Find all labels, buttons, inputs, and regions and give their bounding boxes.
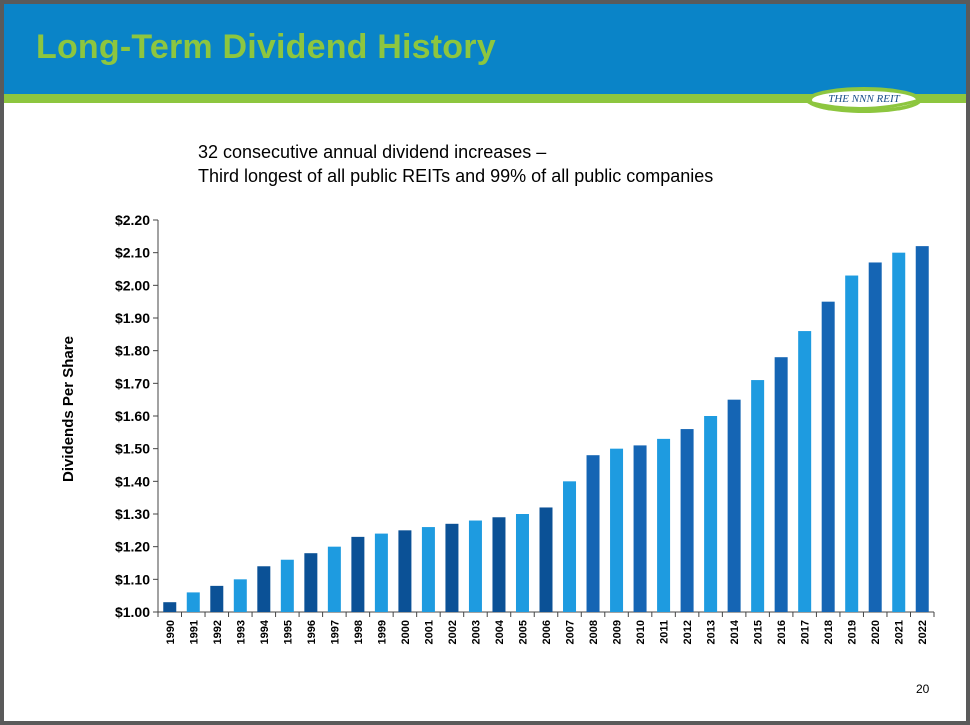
bar-1993 (233, 579, 247, 612)
bar-1992 (210, 585, 224, 612)
x-tick-label: 2005 (517, 620, 529, 644)
x-tick-label: 1999 (376, 620, 388, 644)
x-tick-label: 1998 (353, 620, 365, 644)
bar-2021 (892, 252, 906, 613)
bar-1997 (327, 546, 341, 612)
bar-2006 (539, 507, 553, 612)
bar-2014 (727, 399, 741, 612)
x-tick-label: 2003 (470, 620, 482, 644)
bar-1998 (351, 536, 365, 612)
x-tick-label: 2007 (565, 620, 577, 644)
bar-2020 (868, 262, 882, 612)
x-tick-label: 2000 (400, 620, 412, 644)
y-tick-label: $1.50 (115, 441, 150, 457)
x-tick-label: 2017 (800, 620, 812, 644)
x-axis: 1990 1991 1992 1993 1994 1995 1996 1997 1998 1999… (157, 611, 935, 644)
y-tick-label: $1.60 (115, 408, 150, 424)
x-tick-label: 1991 (188, 620, 200, 644)
x-tick-label: 1993 (235, 620, 247, 644)
y-axis-label-group: Dividends Per Share (60, 336, 77, 482)
bar-2007 (563, 481, 577, 612)
y-tick-label: $1.40 (115, 473, 150, 489)
x-tick-label: 2015 (753, 620, 765, 644)
y-axis: $1.00 $1.10 $1.20 $1.30 $1.40 $1.50 $1.60 $1.70… (115, 212, 159, 620)
bar-2011 (657, 438, 671, 612)
slide-title: Long-Term Dividend History (36, 28, 496, 66)
x-tick-label: 1997 (329, 620, 341, 644)
y-tick-label: $2.10 (115, 245, 150, 261)
y-tick-label: $1.30 (115, 506, 150, 522)
x-tick-label: 2011 (659, 620, 671, 644)
bar-1996 (304, 553, 318, 612)
x-tick-label: 2013 (706, 620, 718, 644)
x-tick-label: 1992 (212, 620, 224, 644)
x-tick-label: 2020 (870, 620, 882, 644)
y-tick-label: $1.80 (115, 343, 150, 359)
subtitle-line-1: 32 consecutive annual dividend increases… (198, 142, 547, 162)
bar-2008 (586, 455, 600, 612)
x-tick-label: 2002 (447, 620, 459, 644)
bars (163, 246, 929, 613)
page-number: 20 (916, 682, 930, 696)
bar-2005 (515, 514, 529, 612)
bar-1990 (163, 602, 177, 612)
x-tick-label: 2022 (917, 620, 929, 644)
green-band (4, 94, 966, 103)
bar-2018 (821, 301, 835, 612)
bar-2002 (445, 523, 459, 612)
y-tick-label: $2.20 (115, 212, 150, 228)
x-tick-label: 1990 (165, 620, 177, 644)
x-tick-label: 2009 (612, 620, 624, 644)
bar-2016 (774, 357, 788, 612)
y-tick-label: $1.10 (115, 571, 150, 587)
x-tick-label: 2018 (823, 620, 835, 644)
bar-2015 (751, 380, 765, 612)
x-tick-label: 2019 (847, 620, 859, 644)
logo-swoosh-icon (806, 87, 922, 113)
bar-2013 (704, 416, 718, 612)
y-tick-label: $1.00 (115, 604, 150, 620)
y-tick-label: $1.20 (115, 539, 150, 555)
slide: Long-Term Dividend History THE NNN REIT … (4, 4, 966, 721)
bar-1994 (257, 566, 271, 612)
subtitle-line-2: Third longest of all public REITs and 99… (198, 166, 714, 186)
company-logo: THE NNN REIT (828, 93, 900, 105)
x-tick-label: 2006 (541, 620, 553, 644)
x-tick-label: 2021 (894, 620, 906, 644)
bar-1995 (280, 559, 294, 612)
bar-2000 (398, 530, 412, 612)
x-tick-label: 1996 (306, 620, 318, 644)
bar-2019 (845, 275, 859, 612)
bar-2001 (421, 527, 435, 612)
x-tick-label: 2001 (423, 620, 435, 644)
x-tick-label: 2016 (776, 620, 788, 644)
x-tick-label: 2010 (635, 620, 647, 644)
x-tick-label: 1994 (259, 619, 271, 644)
header-banner: Long-Term Dividend History (4, 4, 966, 94)
x-tick-label: 2012 (682, 620, 694, 644)
x-tick-label: 2014 (729, 619, 741, 644)
x-tick-label: 2008 (588, 620, 600, 644)
bar-1999 (374, 533, 388, 612)
bar-2009 (610, 448, 624, 612)
dividend-bar-chart: $1.00 $1.10 $1.20 $1.30 $1.40 $1.50 $1.60 $1.70… (60, 212, 935, 644)
y-tick-label: $2.00 (115, 277, 150, 293)
bar-2022 (915, 246, 929, 612)
bar-2017 (798, 331, 812, 612)
y-tick-label: $1.90 (115, 310, 150, 326)
x-tick-label: 2004 (494, 619, 506, 644)
bar-2012 (680, 429, 694, 612)
bar-2010 (633, 445, 647, 612)
subtitle: 32 consecutive annual dividend increases… (198, 140, 713, 188)
bar-1991 (186, 592, 200, 612)
bar-2003 (468, 520, 482, 612)
y-tick-label: $1.70 (115, 375, 150, 391)
bar-2004 (492, 517, 506, 612)
y-axis-label: Dividends Per Share (60, 336, 77, 482)
x-tick-label: 1995 (282, 620, 294, 644)
